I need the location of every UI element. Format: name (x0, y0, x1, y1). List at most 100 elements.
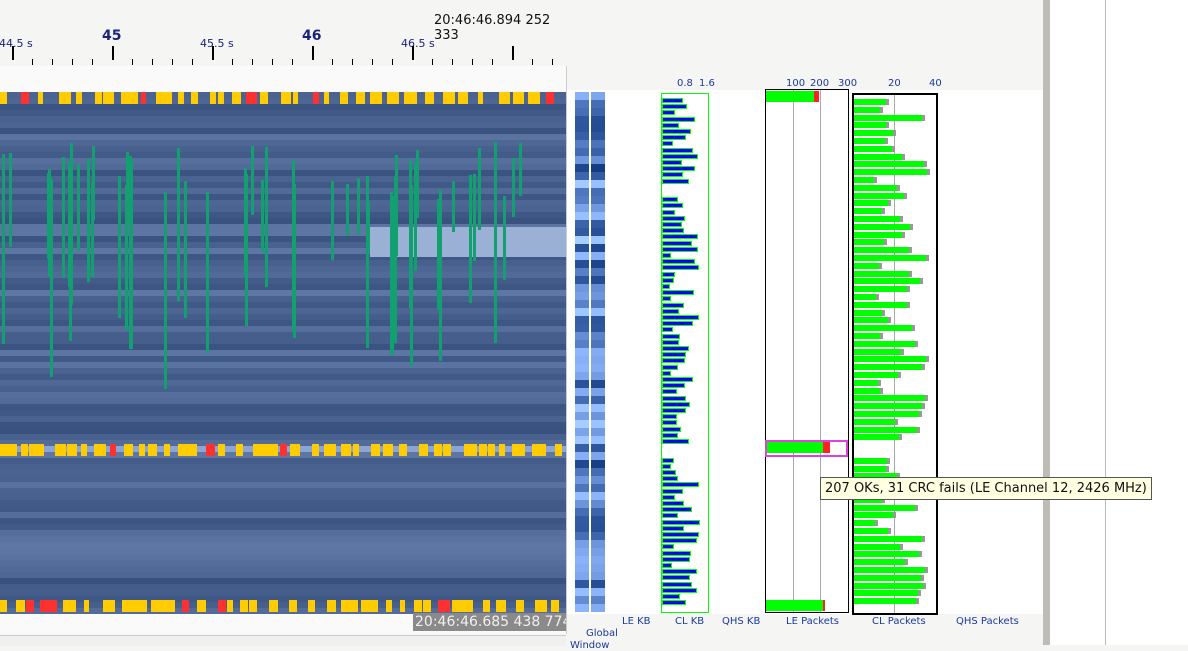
ruler-tick (472, 59, 473, 65)
global-cell (575, 220, 589, 228)
global-cell (591, 220, 605, 228)
ruler-tick (252, 59, 253, 65)
cl-packet-bar (854, 582, 926, 589)
channel-row (0, 290, 566, 296)
channel-row (0, 260, 566, 266)
cl-kb-bar (662, 395, 687, 401)
global-cell (575, 308, 589, 316)
global-cell (591, 412, 605, 420)
global-cell (591, 196, 605, 204)
ruler-tick (212, 46, 214, 60)
cl-kb-bar (662, 203, 684, 209)
global-cell (575, 156, 589, 164)
global-cell (575, 244, 589, 252)
cl-packet-bar (854, 99, 890, 105)
packet-marker (352, 444, 359, 456)
packet-marker (16, 600, 26, 612)
packet-marker (10, 444, 17, 456)
spectrogram-plot[interactable] (0, 92, 566, 614)
global-cell (575, 548, 589, 556)
global-cell (591, 444, 605, 452)
channel-row (0, 332, 566, 338)
packet-marker (196, 600, 207, 612)
packet-marker (20, 444, 29, 456)
packet-trace (67, 161, 71, 288)
cl-kb-bar (662, 463, 671, 469)
cl-kb-bar (662, 110, 676, 116)
channel-row (0, 380, 566, 386)
packet-marker (109, 444, 116, 456)
global-cell (575, 132, 589, 140)
packet-marker (452, 600, 464, 612)
global-cell (591, 548, 605, 556)
cl-kb-bar (662, 98, 683, 103)
packet-marker (139, 600, 148, 612)
global-cell (575, 124, 589, 132)
channel-row (0, 578, 566, 584)
channel-row (0, 248, 566, 254)
cl-packet-bar (854, 192, 907, 199)
packet-marker (227, 600, 234, 612)
cl-packet-bar (854, 223, 914, 230)
cl-packet-bar (854, 153, 906, 160)
highlighted-channel[interactable] (765, 440, 848, 457)
global-cell (591, 188, 605, 196)
time-ruler[interactable]: 20:46:46.894 252 333 44.5 s 45 45.5 s 46… (0, 0, 566, 66)
gridline (820, 90, 821, 612)
channel-row (0, 368, 566, 374)
cl-kb-bar (662, 569, 697, 575)
cl-kb-bar (662, 538, 698, 544)
global-cell (575, 540, 589, 548)
spectrogram[interactable]: 20:46:46.685 438 774 (0, 66, 567, 634)
global-cell (591, 308, 605, 316)
packet-marker (292, 92, 299, 104)
packet-marker (25, 600, 35, 612)
channel-row (0, 512, 566, 518)
packet-marker (0, 92, 8, 104)
cl-packet-bar (854, 200, 891, 207)
splitter[interactable] (1043, 0, 1050, 645)
channel-row (0, 398, 566, 404)
cl-kb-bar (662, 116, 696, 122)
packet-trace (331, 181, 335, 261)
global-cell (591, 500, 605, 508)
bottom-scrollbar[interactable] (0, 635, 566, 646)
global-cell (591, 276, 605, 284)
cl-kb-bar (662, 277, 674, 283)
packet-marker (477, 92, 484, 104)
cl-kb-bar (662, 147, 694, 153)
global-cell (591, 132, 605, 140)
cl-packet-bar (854, 372, 901, 378)
global-cell (575, 556, 589, 564)
le-packets-axis-tick: 300 (838, 78, 858, 89)
channel-row (0, 350, 566, 356)
channel-row (0, 302, 566, 308)
cl-packet-bar (854, 364, 926, 371)
cl-kb-bar (662, 513, 679, 519)
packet-marker (442, 92, 455, 104)
cl-kb-bar (662, 501, 685, 506)
packet-marker (249, 600, 257, 612)
cl-packet-bar (854, 356, 930, 363)
label-qhs-kb: QHS KB (722, 616, 761, 627)
packet-marker (361, 600, 372, 612)
global-cell (575, 100, 589, 108)
label-window[interactable]: Window (570, 640, 610, 651)
global-cell (591, 524, 605, 532)
channel-row (0, 218, 566, 224)
cl-kb-bar (662, 432, 678, 438)
ruler-tick (52, 59, 53, 65)
packet-marker (458, 92, 469, 104)
packet-marker (434, 444, 443, 456)
channel-row (0, 164, 566, 170)
channel-row (0, 212, 566, 218)
cl-kb-bar (662, 364, 679, 370)
cl-kb-bar (662, 104, 687, 110)
packet-marker (531, 444, 541, 456)
channel-row (0, 236, 566, 242)
global-cell (575, 372, 589, 380)
channel-row (0, 482, 566, 488)
cl-kb-bar (662, 253, 671, 258)
global-cell (591, 356, 605, 364)
cl-packet-bar (854, 403, 925, 410)
